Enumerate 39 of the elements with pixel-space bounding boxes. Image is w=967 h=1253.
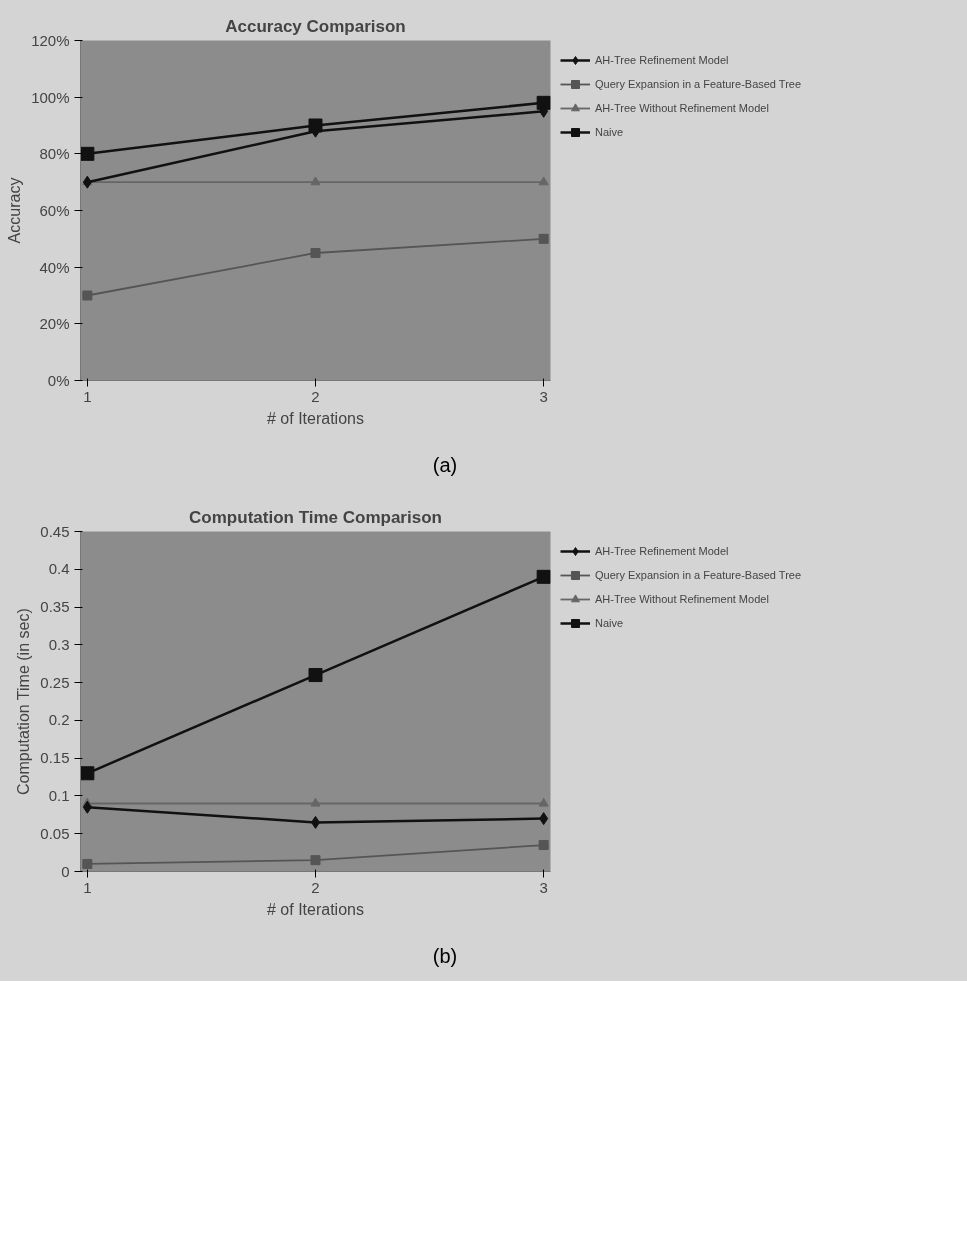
y-tick-label: 20% [39, 315, 70, 333]
text: (a) [432, 453, 458, 478]
y-tick-label: 0.4 [48, 559, 70, 577]
x-axis-title: # of Iterations [267, 900, 364, 918]
y-tick-label: 0.1 [48, 786, 70, 804]
y-tick-label: 0.25 [40, 673, 70, 691]
y-tick-label: 0.15 [40, 748, 70, 766]
text: (b) [432, 943, 458, 969]
legend-label: Naive [595, 126, 624, 138]
x-tick-label: 2 [311, 878, 320, 896]
y-tick-label: 0.35 [40, 597, 70, 615]
y-tick-label: 100% [31, 88, 70, 106]
legend-label: AH-Tree Without Refinement Model [595, 102, 769, 114]
legend-label: Query Expansion in a Feature-Based Tree [595, 568, 802, 581]
y-tick-label: 0.2 [48, 710, 70, 728]
x-axis-title: # of Iterations [267, 409, 364, 427]
x-tick-label: 1 [83, 878, 92, 896]
y-tick-label: 0% [47, 372, 70, 389]
y-tick-label: 0.05 [40, 824, 70, 842]
legend-label: AH-Tree Refinement Model [595, 54, 729, 66]
y-tick-label: 80% [39, 145, 70, 163]
y-tick-label: 0.45 [40, 522, 70, 540]
legend-label: Query Expansion in a Feature-Based Tree [595, 78, 802, 90]
y-axis-title: Accuracy [6, 177, 24, 244]
y-tick-label: 60% [39, 202, 70, 219]
chart-title: Accuracy Comparison [225, 16, 406, 36]
chart-title: Computation Time Comparison [189, 507, 442, 527]
x-tick-label: 3 [539, 878, 548, 896]
y-tick-label: 40% [39, 258, 70, 276]
legend-label: AH-Tree Refinement Model [595, 544, 729, 557]
x-tick-label: 2 [311, 387, 320, 405]
y-axis-title: Computation Time (in sec) [15, 607, 33, 795]
y-tick-label: 120% [31, 32, 70, 49]
x-tick-label: 1 [83, 387, 92, 405]
y-tick-label: 0.3 [48, 635, 70, 653]
legend-label: AH-Tree Without Refinement Model [595, 592, 769, 605]
y-tick-label: 0 [61, 862, 70, 880]
legend-label: Naive [595, 616, 624, 629]
x-tick-label: 3 [539, 387, 548, 405]
